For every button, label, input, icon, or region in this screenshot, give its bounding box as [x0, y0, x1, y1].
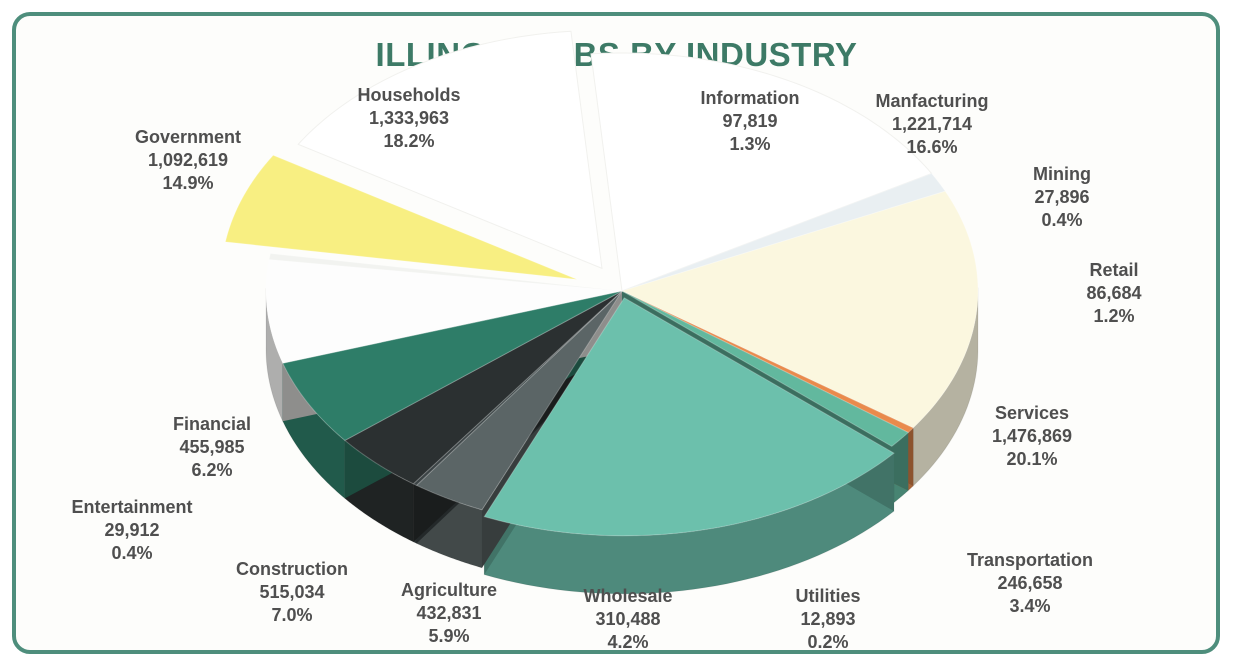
- label-manfacturing: Manfacturing 1,221,714 16.6%: [875, 90, 988, 159]
- label-transportation: Transportation 246,658 3.4%: [967, 549, 1093, 618]
- label-construction-value: 515,034: [236, 581, 348, 604]
- label-households-label: Households: [357, 84, 460, 107]
- label-mining-percent: 0.4%: [1033, 209, 1091, 232]
- label-services-value: 1,476,869: [992, 425, 1072, 448]
- label-services-label: Services: [992, 402, 1072, 425]
- label-agriculture-percent: 5.9%: [401, 625, 497, 648]
- label-financial-label: Financial: [173, 413, 251, 436]
- label-transportation-label: Transportation: [967, 549, 1093, 572]
- label-manfacturing-value: 1,221,714: [875, 113, 988, 136]
- label-entertainment-value: 29,912: [71, 519, 192, 542]
- label-households: Households 1,333,963 18.2%: [357, 84, 460, 153]
- label-construction-percent: 7.0%: [236, 604, 348, 627]
- label-utilities-percent: 0.2%: [795, 631, 860, 654]
- label-manfacturing-percent: 16.6%: [875, 136, 988, 159]
- label-households-percent: 18.2%: [357, 130, 460, 153]
- label-financial-percent: 6.2%: [173, 459, 251, 482]
- label-government-percent: 14.9%: [135, 172, 241, 195]
- label-construction: Construction 515,034 7.0%: [236, 558, 348, 627]
- label-government-label: Government: [135, 126, 241, 149]
- label-services: Services 1,476,869 20.1%: [992, 402, 1072, 471]
- label-information-percent: 1.3%: [701, 133, 800, 156]
- label-construction-label: Construction: [236, 558, 348, 581]
- label-financial: Financial 455,985 6.2%: [173, 413, 251, 482]
- label-entertainment-percent: 0.4%: [71, 542, 192, 565]
- label-manfacturing-label: Manfacturing: [875, 90, 988, 113]
- label-government: Government 1,092,619 14.9%: [135, 126, 241, 195]
- label-wholesale-percent: 4.2%: [583, 631, 672, 654]
- label-wholesale-label: Wholesale: [583, 585, 672, 608]
- label-mining-label: Mining: [1033, 163, 1091, 186]
- label-information: Information 97,819 1.3%: [701, 87, 800, 156]
- label-entertainment-label: Entertainment: [71, 496, 192, 519]
- label-transportation-value: 246,658: [967, 572, 1093, 595]
- label-mining-value: 27,896: [1033, 186, 1091, 209]
- label-agriculture-label: Agriculture: [401, 579, 497, 602]
- label-retail-label: Retail: [1086, 259, 1141, 282]
- label-transportation-percent: 3.4%: [967, 595, 1093, 618]
- label-wholesale: Wholesale 310,488 4.2%: [583, 585, 672, 654]
- label-wholesale-value: 310,488: [583, 608, 672, 631]
- label-agriculture: Agriculture 432,831 5.9%: [401, 579, 497, 648]
- label-services-percent: 20.1%: [992, 448, 1072, 471]
- label-mining: Mining 27,896 0.4%: [1033, 163, 1091, 232]
- label-utilities-label: Utilities: [795, 585, 860, 608]
- label-households-value: 1,333,963: [357, 107, 460, 130]
- label-information-value: 97,819: [701, 110, 800, 133]
- label-information-label: Information: [701, 87, 800, 110]
- label-entertainment: Entertainment 29,912 0.4%: [71, 496, 192, 565]
- label-utilities-value: 12,893: [795, 608, 860, 631]
- label-retail: Retail 86,684 1.2%: [1086, 259, 1141, 328]
- label-retail-percent: 1.2%: [1086, 305, 1141, 328]
- label-agriculture-value: 432,831: [401, 602, 497, 625]
- label-utilities: Utilities 12,893 0.2%: [795, 585, 860, 654]
- label-retail-value: 86,684: [1086, 282, 1141, 305]
- label-government-value: 1,092,619: [135, 149, 241, 172]
- label-financial-value: 455,985: [173, 436, 251, 459]
